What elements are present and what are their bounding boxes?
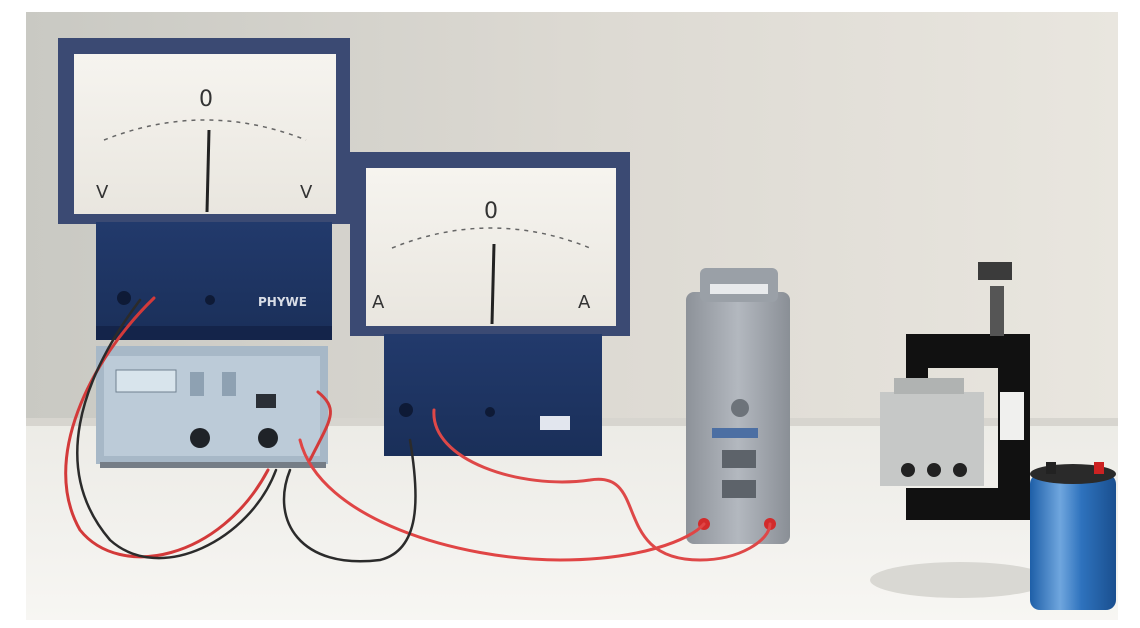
voltmeter-unit-right: V [300,182,313,203]
ammeter-socket-center [485,407,495,417]
ammeter-face [366,168,616,326]
cable-black-2 [282,438,417,563]
interface-dial [731,399,749,417]
ammeter-label-plate [540,416,570,430]
ammeter-scale-arc [391,227,591,249]
interface-handle-grip [710,284,768,294]
interface-body [686,292,790,544]
power-supply-display [115,369,177,393]
power-supply-knob-left [190,428,210,448]
sensor-knob-2 [927,463,941,477]
ammeter-needle [490,243,496,325]
voltmeter-socket-center [205,295,215,305]
cable-red-4 [308,390,332,462]
interface-port-2 [722,480,756,498]
voltmeter-socket-left [117,291,131,305]
voltmeter-base-shadow [96,326,332,340]
battery-terminal-black [1046,462,1056,474]
ammeter: 0 A A [350,152,630,456]
battery-shadow [870,562,1050,598]
magnet-frame-bottom [906,488,1030,520]
ammeter-unit-right: A [578,292,591,313]
power-supply-slot-1 [190,372,204,396]
sensor-box-top [894,378,964,394]
ammeter-socket-left [399,403,413,417]
voltmeter-base [96,222,332,340]
power-supply-slot-2 [222,372,236,396]
sensor-clamp [978,262,1012,280]
power-supply-switch [256,394,276,408]
cables [64,296,772,563]
sensor-knob-1 [901,463,915,477]
magnet-gap-insert [1000,392,1024,440]
ammeter-unit-left: A [372,292,385,313]
battery [870,462,1116,610]
power-supply [96,346,328,468]
interface-unit [686,268,790,544]
magnet-sensor-assembly [880,262,1030,520]
voltmeter-face [74,54,336,214]
sensor-post [990,286,1004,336]
interface-port-1 [722,450,756,468]
cable-black-1 [76,298,278,560]
battery-terminal-red [1094,462,1104,474]
voltmeter-scale-arc [103,119,307,141]
voltmeter: 0 V V PHYWE [58,38,350,340]
power-supply-feet [100,462,326,468]
interface-label [712,428,758,438]
voltmeter-needle [205,129,211,213]
power-supply-knob-right [258,428,278,448]
voltmeter-unit-left: V [96,182,109,203]
cable-red-3 [432,408,772,562]
battery-body [1030,474,1116,610]
sensor-knob-3 [953,463,967,477]
voltmeter-zero-label: 0 [199,87,213,112]
ammeter-zero-label: 0 [484,199,498,224]
ammeter-base [384,334,602,456]
voltmeter-brand-label: PHYWE [258,295,307,309]
cable-red-2 [298,438,706,562]
